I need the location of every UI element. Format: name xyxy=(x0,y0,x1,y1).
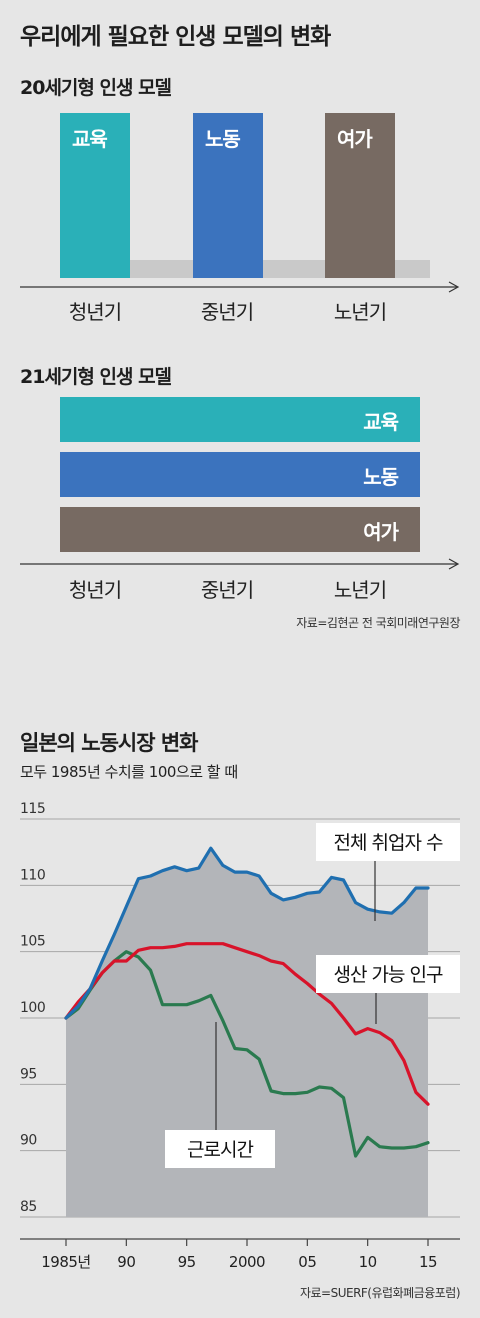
x-tick-label-2005: 05 xyxy=(298,1253,316,1271)
model21-education-label: 교육 xyxy=(363,410,399,434)
model20-age-old: 노년기 xyxy=(333,300,387,324)
chart-title: 일본의 노동시장 변화 xyxy=(20,731,199,755)
model21-time-axis xyxy=(20,558,460,570)
model21-work-label: 노동 xyxy=(363,465,399,489)
chart-subtitle: 모두 1985년 수치를 100으로 할 때 xyxy=(20,763,238,781)
y-tick-label-110: 110 xyxy=(20,867,45,883)
series-line-working_age xyxy=(64,942,430,1106)
model21-leisure-label: 여가 xyxy=(363,520,399,544)
model21-leisure-bar: 여가 xyxy=(60,507,420,552)
model20-time-axis xyxy=(20,281,460,293)
callout-label-employed: 전체 취업자 수 xyxy=(334,832,443,854)
series-line-employed xyxy=(64,846,430,1020)
model21-title: 21세기형 인생 모델 xyxy=(20,366,172,388)
source-note-1: 자료=김현곤 전 국회미래연구원장 xyxy=(296,616,460,630)
x-tick-label-1985: 1985년 xyxy=(41,1253,90,1271)
model20-leisure-bar: 여가 xyxy=(325,113,395,278)
model20-title: 20세기형 인생 모델 xyxy=(20,77,172,99)
x-axis: 1985년 90 95 2000 05 10 15 xyxy=(20,1238,460,1271)
y-tick-label-105: 105 xyxy=(20,934,45,950)
model20-age-middle: 중년기 xyxy=(200,300,254,324)
y-tick-label-90: 90 xyxy=(20,1133,37,1149)
model21-work-bar: 노동 xyxy=(60,452,420,497)
model21-age-middle: 중년기 xyxy=(200,578,254,602)
model21-age-youth: 청년기 xyxy=(68,578,122,602)
source-note-2: 자료=SUERF(유럽화폐금융포럼) xyxy=(299,1286,461,1300)
y-tick-label-115: 115 xyxy=(20,801,45,817)
model20-work-bar: 노동 xyxy=(193,113,263,278)
x-tick-label-2015: 15 xyxy=(419,1253,437,1271)
callout-label-hours: 근로시간 xyxy=(187,1139,253,1161)
y-axis-tick-labels: 85 90 95 100 105 110 115 xyxy=(20,801,46,1215)
y-tick-label-85: 85 xyxy=(20,1199,37,1215)
y-tick-label-95: 95 xyxy=(20,1066,37,1082)
employed-area-fill xyxy=(66,848,428,1217)
model20-work-label: 노동 xyxy=(205,127,241,151)
callout-box-employed xyxy=(316,823,460,861)
x-tick-label-2000: 2000 xyxy=(229,1253,265,1271)
y-tick-label-100: 100 xyxy=(20,1000,45,1016)
x-tick-label-1990: 90 xyxy=(117,1253,135,1271)
callout-box-working_age xyxy=(316,955,460,993)
model20-leisure-label: 여가 xyxy=(337,127,373,151)
callout-box-hours xyxy=(165,1130,275,1168)
callout-label-working_age: 생산 가능 인구 xyxy=(334,964,443,986)
series-line-hours xyxy=(64,950,430,1158)
model21-age-old: 노년기 xyxy=(333,578,387,602)
model20-education-label: 교육 xyxy=(72,127,108,151)
x-tick-label-2010: 10 xyxy=(359,1253,377,1271)
model21-education-bar: 교육 xyxy=(60,397,420,442)
series-lines xyxy=(64,846,430,1158)
line-chart: 85 90 95 100 105 110 115 1985년 90 95 2000 05 10 15 전… xyxy=(20,801,460,1271)
page-title: 우리에게 필요한 인생 모델의 변화 xyxy=(20,24,331,50)
model20-age-youth: 청년기 xyxy=(68,300,122,324)
model20-education-bar: 교육 xyxy=(60,113,130,278)
x-tick-label-1995: 95 xyxy=(178,1253,196,1271)
